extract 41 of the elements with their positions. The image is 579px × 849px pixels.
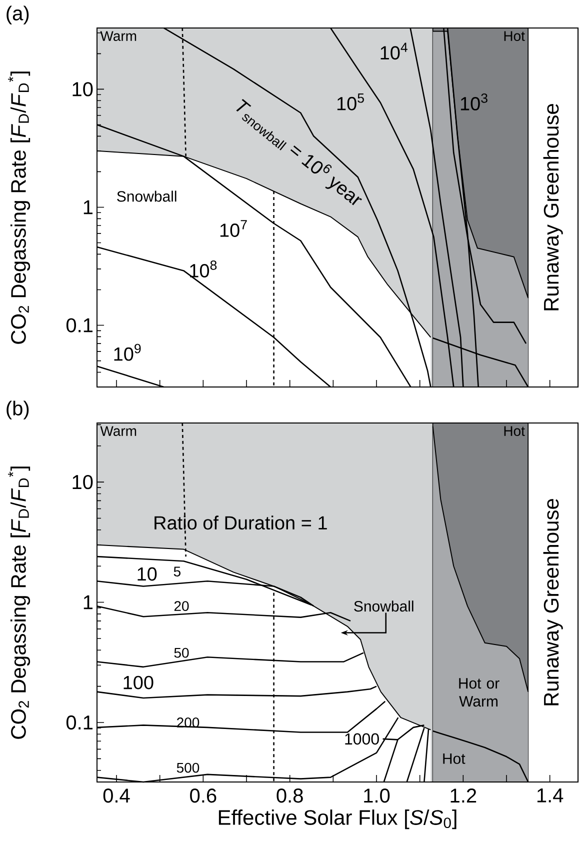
y-tick-label: 1 [84, 200, 92, 214]
band-label: Warm [100, 426, 136, 436]
text: CO$_{2}$ Degassing Rate [F$_{D}$/F$_{D}$$^{*}$] [8, 466, 30, 739]
series-label: Hot or Warm [459, 678, 500, 707]
x-tick-label: 0.6 [190, 788, 216, 803]
series-label: Hot [443, 753, 466, 764]
series-label: 10$^{8}$ [190, 260, 217, 278]
band-label: Warm [100, 31, 136, 41]
x-axis-title: Effective Solar Flux [S/S$_{0}$] [218, 810, 456, 830]
x-tick-label: 0.8 [276, 788, 303, 803]
chart-title: (b) [6, 400, 29, 420]
series-label: 20 [174, 601, 189, 612]
band-label: Runaway Greenhouse [543, 104, 563, 310]
x-tick-label: 0.4 [103, 788, 130, 803]
chart-title: (a) [6, 6, 29, 24]
annotation: Snowball [354, 600, 414, 612]
series-label: Snowball [117, 190, 176, 202]
series-label: 10$^{9}$ [114, 344, 141, 361]
x-tick-label: 1.2 [450, 788, 476, 802]
series-label: 10$^{4}$ [380, 42, 408, 60]
series-label: 10 [138, 567, 157, 581]
y-tick-label: 10 [72, 474, 93, 490]
x-tick-label: 1.0 [364, 788, 390, 803]
band-label: Runaway Greenhouse [543, 499, 563, 706]
y-tick-label: 0.1 [66, 715, 92, 730]
band-label: Hot [504, 31, 525, 41]
series-label: 10$^{5}$ [337, 94, 364, 110]
annotation: Ratio of Duration = 1 [154, 516, 327, 530]
y-tick-label: 10 [72, 82, 93, 96]
series-label: 10$^{7}$ [220, 220, 247, 237]
series-label: 100 [124, 676, 154, 690]
x-tick-label: 1.4 [537, 788, 564, 802]
series-label: 5 [174, 566, 180, 576]
band-label: Hot [504, 426, 525, 436]
series-label: 50 [174, 648, 189, 658]
y-tick-label: 1 [84, 595, 92, 610]
series-label: 10$^{3}$ [460, 93, 488, 110]
text: CO$_{2}$ Degassing Rate [F$_{D}$/F$_{D}$$^{*}$] [8, 72, 30, 344]
y-tick-label: 0.1 [66, 318, 92, 332]
legend-label: 1000 [345, 733, 379, 745]
series-label: 500 [176, 762, 200, 773]
